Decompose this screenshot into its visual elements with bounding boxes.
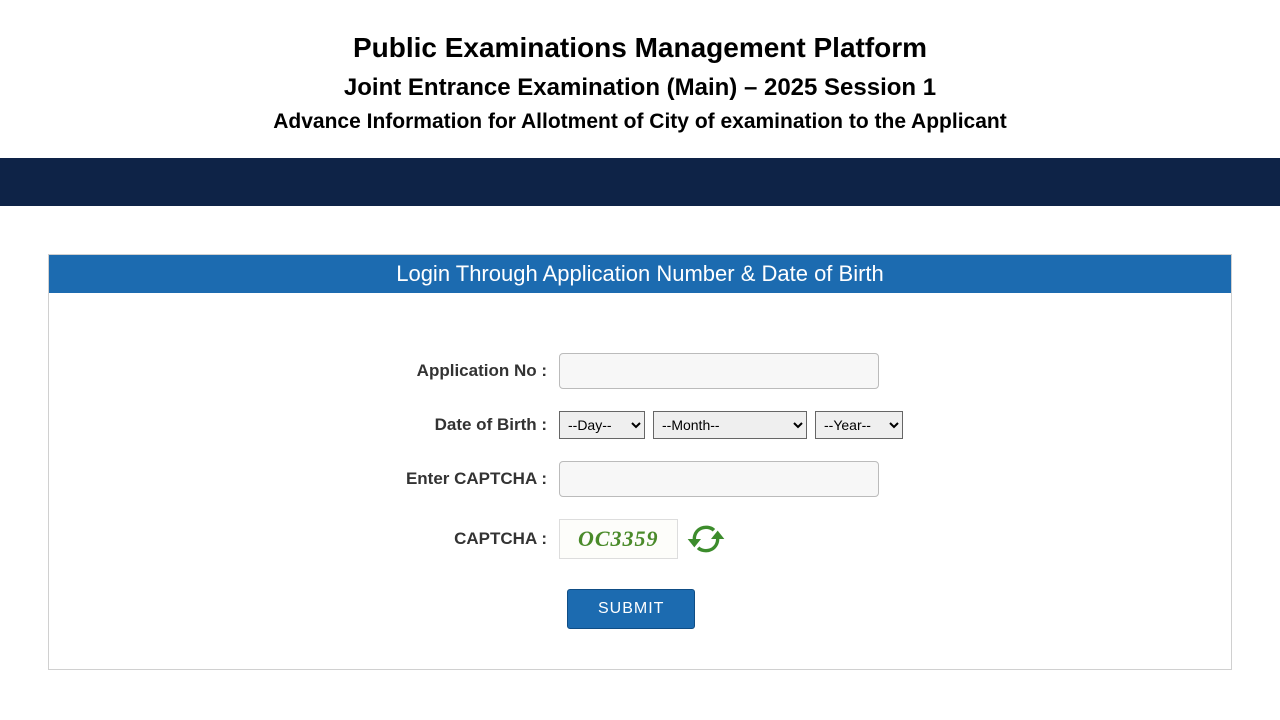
refresh-captcha-icon[interactable] xyxy=(686,519,726,559)
dob-label: Date of Birth : xyxy=(89,415,559,435)
nav-band xyxy=(0,158,1280,206)
dob-day-select[interactable]: --Day-- xyxy=(559,411,645,439)
captcha-image: OC3359 xyxy=(559,519,678,559)
login-panel: Login Through Application Number & Date … xyxy=(48,254,1232,670)
captcha-label: CAPTCHA : xyxy=(89,529,559,549)
application-no-label: Application No : xyxy=(89,361,559,381)
panel-title: Login Through Application Number & Date … xyxy=(49,255,1231,293)
submit-button[interactable]: SUBMIT xyxy=(567,589,695,629)
enter-captcha-input[interactable] xyxy=(559,461,879,497)
dob-year-select[interactable]: --Year-- xyxy=(815,411,903,439)
dob-month-select[interactable]: --Month-- xyxy=(653,411,807,439)
panel-body: Application No : Date of Birth : --Day--… xyxy=(49,293,1231,669)
row-dob: Date of Birth : --Day-- --Month-- --Year… xyxy=(89,411,1191,439)
content-wrap: Login Through Application Number & Date … xyxy=(0,206,1280,670)
row-enter-captcha: Enter CAPTCHA : xyxy=(89,461,1191,497)
header-title: Public Examinations Management Platform xyxy=(20,32,1260,64)
header-subtitle: Joint Entrance Examination (Main) – 2025… xyxy=(20,74,1260,102)
application-no-input[interactable] xyxy=(559,353,879,389)
page-header: Public Examinations Management Platform … xyxy=(0,0,1280,158)
row-captcha: CAPTCHA : OC3359 xyxy=(89,519,1191,559)
header-info: Advance Information for Allotment of Cit… xyxy=(20,110,1260,134)
row-submit: SUBMIT xyxy=(89,589,1191,629)
enter-captcha-label: Enter CAPTCHA : xyxy=(89,469,559,489)
row-application-no: Application No : xyxy=(89,353,1191,389)
